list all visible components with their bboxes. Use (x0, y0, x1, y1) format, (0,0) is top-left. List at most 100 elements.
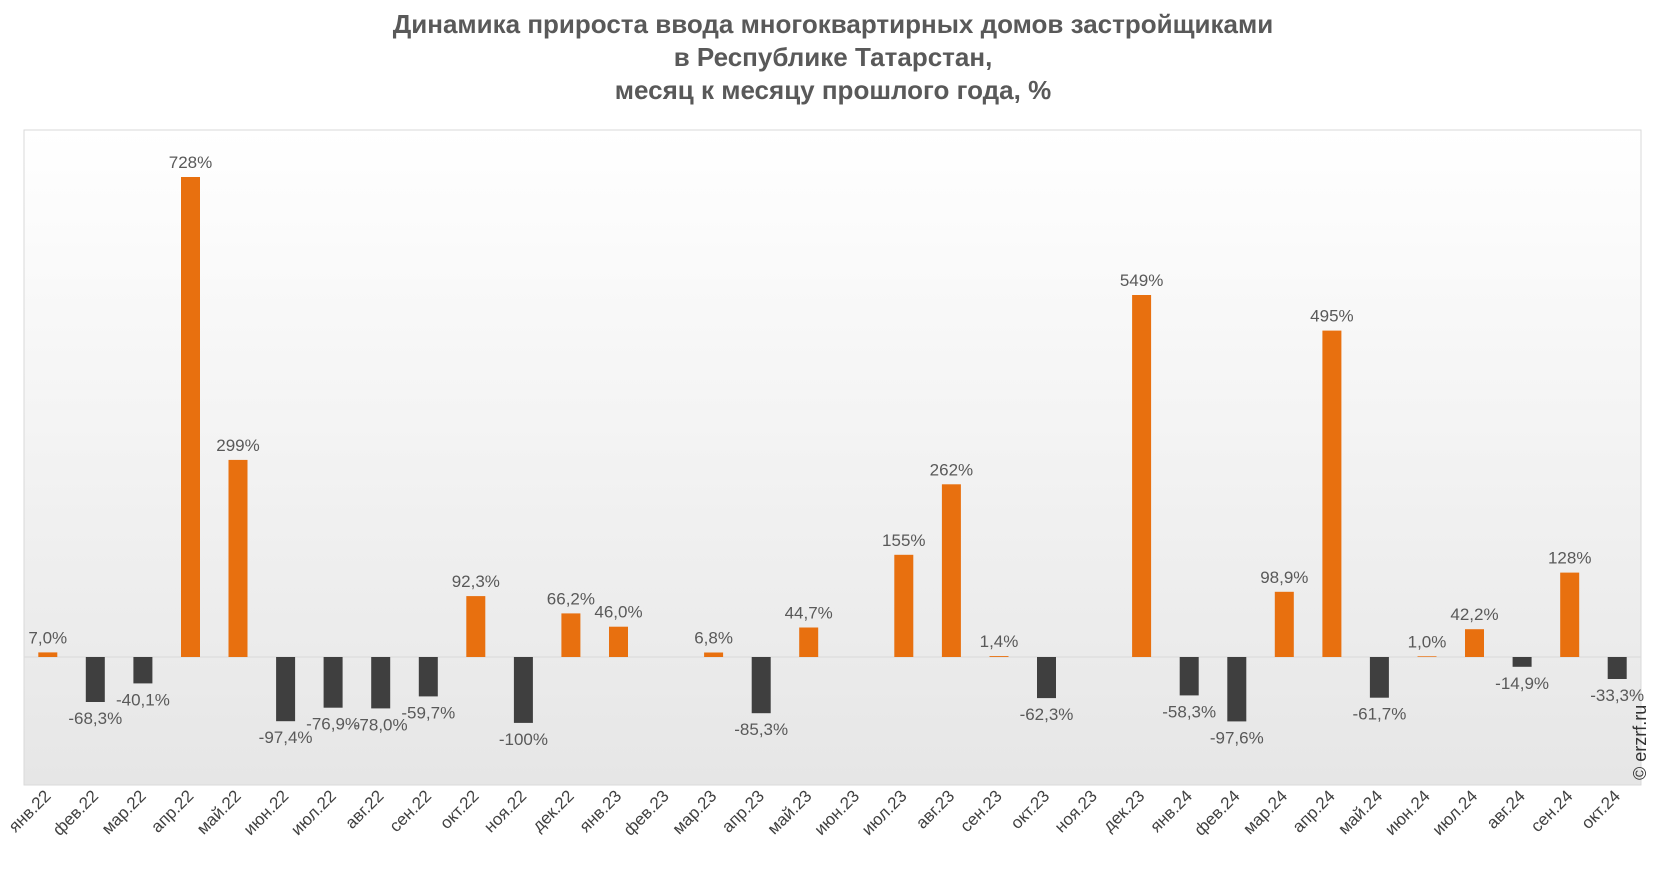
x-tick-label: апр.23 (718, 786, 768, 836)
data-label: 495% (1310, 307, 1353, 326)
data-label: 92,3% (452, 572, 500, 591)
data-label: -97,6% (1210, 728, 1264, 747)
bar (1465, 629, 1484, 657)
data-label: -58,3% (1162, 702, 1216, 721)
data-label: -78,0% (354, 715, 408, 734)
bar (1227, 657, 1247, 722)
bar (1179, 657, 1199, 696)
x-tick-label: май.23 (764, 786, 816, 838)
bar (1369, 657, 1389, 698)
x-tick-label: июн.23 (811, 786, 864, 839)
x-tick-label: мар.23 (669, 786, 721, 838)
bar (1037, 657, 1056, 699)
data-label: -97,4% (259, 728, 313, 747)
data-label: -76,9% (306, 715, 360, 734)
x-tick-label: фев.23 (620, 786, 673, 839)
x-tick-label: ноя.23 (1051, 786, 1101, 836)
data-label: -14,9% (1495, 674, 1549, 693)
x-tick-label: фев.22 (49, 786, 102, 839)
bar (513, 657, 533, 723)
bar (1132, 295, 1152, 657)
x-tick-label: июл.22 (287, 786, 340, 839)
data-label: -40,1% (116, 690, 170, 709)
x-tick-label: июл.24 (1429, 786, 1482, 839)
data-label: 7,0% (28, 628, 67, 647)
x-tick-label: сен.23 (956, 786, 1005, 835)
data-label: 128% (1548, 549, 1591, 568)
x-tick-labels-layer: янв.22фев.22мар.22апр.22май.22июн.22июл.… (5, 786, 1624, 839)
bar (561, 613, 581, 657)
bar (609, 626, 628, 657)
x-tick-label: дек.23 (1099, 786, 1148, 835)
data-label: 44,7% (785, 604, 833, 623)
x-tick-label: окт.23 (1007, 786, 1053, 832)
bar (941, 484, 961, 657)
x-tick-label: ноя.22 (480, 786, 530, 836)
bar (38, 652, 58, 657)
bar (181, 177, 200, 657)
data-label: -68,3% (68, 709, 122, 728)
bar (466, 596, 486, 657)
data-label: 155% (882, 531, 925, 550)
chart-title-line: Динамика прироста ввода многоквартирных … (392, 9, 1274, 39)
bar (85, 657, 105, 702)
data-label: 6,8% (694, 629, 733, 648)
x-tick-label: сен.22 (386, 786, 435, 835)
x-tick-label: дек.22 (529, 786, 578, 835)
chart-title-line: месяц к месяцу прошлого года, % (614, 75, 1052, 105)
data-label: 1,0% (1408, 632, 1447, 651)
x-tick-label: май.24 (1334, 786, 1386, 838)
bar (133, 657, 153, 684)
bar (894, 554, 914, 657)
x-tick-label: апр.22 (147, 786, 197, 836)
x-tick-label: фев.24 (1191, 786, 1244, 839)
x-tick-label: сен.24 (1527, 786, 1576, 835)
chart-title-line: в Республике Татарстан, (673, 42, 993, 72)
data-label: 262% (930, 460, 973, 479)
data-label: -61,7% (1352, 705, 1406, 724)
data-label: 299% (216, 436, 259, 455)
x-tick-label: апр.24 (1289, 786, 1339, 836)
bar (1417, 656, 1437, 657)
bar (799, 627, 819, 657)
x-tick-label: июн.22 (240, 786, 293, 839)
bar (1512, 657, 1532, 667)
data-label: 98,9% (1260, 568, 1308, 587)
data-label: 728% (169, 153, 212, 172)
x-tick-label: мар.24 (1239, 786, 1291, 838)
bar (276, 657, 296, 722)
data-label: 549% (1120, 271, 1163, 290)
data-labels-layer: 7,0% -68,3%-40,1% 728% 299% -97,4%-76,9%-78,… (28, 153, 1644, 749)
data-label: -59,7% (401, 703, 455, 722)
x-tick-label: июл.23 (858, 786, 911, 839)
bar (1560, 572, 1580, 657)
plot-area (23, 129, 1642, 786)
data-label: 1,4% (980, 632, 1019, 651)
bar (371, 657, 391, 709)
data-label: -85,3% (734, 720, 788, 739)
bar (418, 657, 438, 697)
data-label: 42,2% (1450, 605, 1498, 624)
bar (989, 656, 1009, 657)
x-tick-label: янв.23 (576, 786, 626, 836)
x-tick-label: авг.22 (341, 786, 387, 832)
bar (704, 652, 724, 657)
x-tick-label: окт.24 (1578, 786, 1624, 832)
chart-title: Динамика прироста ввода многоквартирных … (0, 8, 1666, 107)
x-tick-label: авг.24 (1483, 786, 1529, 832)
data-label: 46,0% (594, 603, 642, 622)
x-tick-label: авг.23 (912, 786, 958, 832)
x-tick-label: янв.22 (5, 786, 55, 836)
bar (323, 657, 343, 708)
x-tick-label: окт.22 (436, 786, 482, 832)
bars-layer (24, 177, 1641, 723)
bar (1322, 330, 1342, 657)
x-tick-label: май.22 (193, 786, 245, 838)
data-label: -33,3% (1590, 686, 1644, 705)
data-label: -62,3% (1020, 705, 1074, 724)
data-label: 66,2% (547, 589, 595, 608)
data-label: -100% (499, 730, 548, 749)
copyright-watermark: © erzrf.ru (1630, 704, 1650, 780)
bar (1607, 657, 1627, 679)
